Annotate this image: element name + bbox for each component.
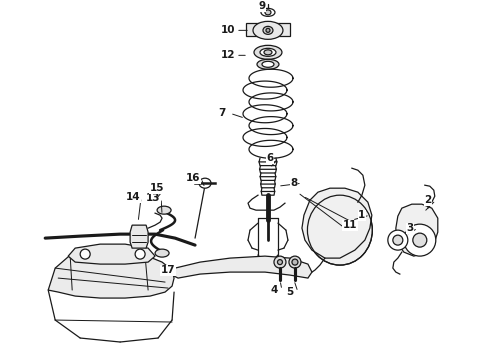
Ellipse shape — [253, 21, 283, 39]
Ellipse shape — [157, 206, 171, 214]
Polygon shape — [246, 23, 290, 36]
Polygon shape — [48, 250, 174, 298]
Ellipse shape — [289, 256, 301, 268]
Ellipse shape — [404, 224, 436, 256]
Ellipse shape — [262, 61, 274, 67]
Ellipse shape — [277, 260, 282, 265]
Ellipse shape — [260, 48, 276, 56]
Ellipse shape — [261, 8, 275, 16]
Text: 12: 12 — [221, 50, 235, 60]
Text: 9: 9 — [258, 1, 266, 12]
Text: 13: 13 — [146, 193, 160, 203]
Ellipse shape — [264, 50, 272, 55]
Text: 6: 6 — [267, 153, 273, 163]
Ellipse shape — [388, 230, 408, 250]
Ellipse shape — [80, 249, 90, 259]
Ellipse shape — [266, 28, 270, 32]
Text: 7: 7 — [219, 108, 226, 118]
Text: 14: 14 — [126, 192, 141, 202]
Polygon shape — [396, 204, 438, 256]
Ellipse shape — [199, 178, 211, 188]
Ellipse shape — [274, 256, 286, 268]
Ellipse shape — [254, 45, 282, 59]
Text: 5: 5 — [286, 287, 294, 297]
Ellipse shape — [413, 233, 427, 247]
Text: 1: 1 — [358, 210, 366, 220]
Ellipse shape — [155, 249, 169, 257]
Ellipse shape — [329, 219, 351, 241]
Text: 16: 16 — [186, 173, 200, 183]
Text: 2: 2 — [424, 195, 431, 205]
Ellipse shape — [135, 249, 145, 259]
Ellipse shape — [335, 225, 345, 235]
Text: 10: 10 — [221, 25, 235, 35]
Text: 11: 11 — [343, 220, 357, 230]
Polygon shape — [302, 188, 372, 258]
Text: 8: 8 — [290, 178, 297, 188]
Ellipse shape — [393, 235, 403, 245]
Ellipse shape — [263, 26, 273, 34]
Ellipse shape — [257, 59, 279, 69]
Polygon shape — [130, 225, 148, 248]
Polygon shape — [68, 244, 155, 264]
Ellipse shape — [319, 208, 361, 253]
Text: 4: 4 — [270, 285, 278, 295]
Polygon shape — [170, 256, 312, 278]
Ellipse shape — [265, 10, 271, 15]
Ellipse shape — [307, 195, 372, 265]
Ellipse shape — [292, 259, 298, 265]
Text: 3: 3 — [406, 223, 414, 233]
Text: 15: 15 — [150, 183, 164, 193]
Text: 17: 17 — [161, 265, 175, 275]
